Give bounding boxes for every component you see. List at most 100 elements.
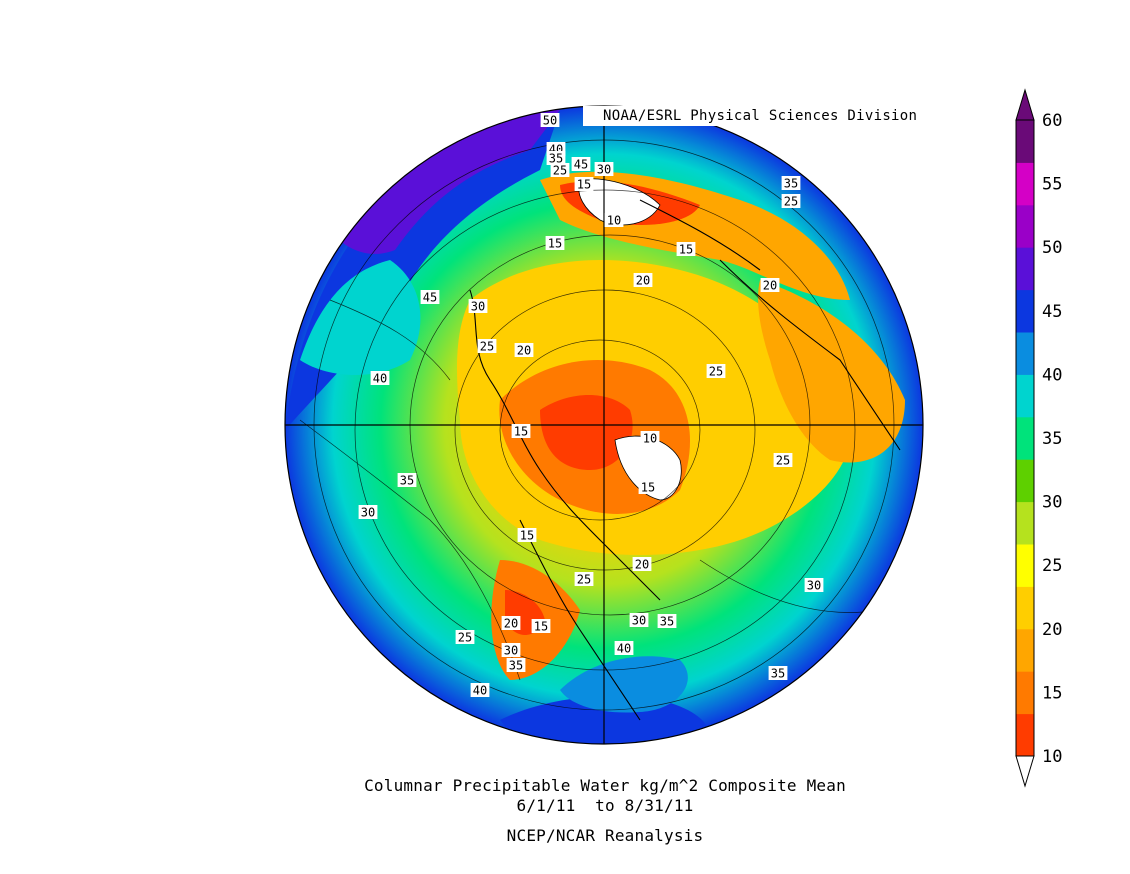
contour-label: 15 [531,619,551,634]
caption-source: NCEP/NCAR Reanalysis [506,826,704,845]
colorbar-band [1016,628,1034,672]
contour-label-text: 25 [480,340,494,354]
contour-label-text: 25 [553,164,567,178]
contour-label-text: 35 [549,152,563,166]
contour-label: 35 [768,666,788,681]
contour-label: 15 [676,242,696,257]
contour-label: 45 [420,290,440,305]
contour-label-text: 25 [458,631,472,645]
colorbar-band [1016,713,1034,757]
colorbar-band [1016,162,1034,206]
contour-label: 15 [517,528,537,543]
colorbar-tick-label: 35 [1042,429,1062,449]
colorbar-band [1016,374,1034,418]
contour-label: 40 [614,641,634,656]
contour-label-text: 10 [607,214,621,228]
contour-label: 45 [571,157,591,172]
contour-label-text: 45 [423,291,437,305]
contour-label-text: 15 [679,243,693,257]
contour-label-text: 25 [577,573,591,587]
colorbar-band [1016,289,1034,333]
colorbar-tick-label: 40 [1042,365,1062,385]
contour-label: 30 [629,613,649,628]
contour-label: 15 [638,480,658,495]
contour-label: 30 [468,299,488,314]
contour-label-text: 35 [400,474,414,488]
contour-label-text: 15 [548,237,562,251]
contour-label-text: 30 [504,644,518,658]
contour-label-text: 15 [534,620,548,634]
colorbar-band [1016,247,1034,291]
contour-label: 20 [514,343,534,358]
contour-label: 35 [546,151,566,166]
contour-label: 50 [540,113,560,128]
contour-label: 30 [804,578,824,593]
map-disc [285,106,923,744]
contour-label-text: 10 [643,432,657,446]
map-axes [285,106,923,744]
colorbar-tick-label: 20 [1042,620,1062,640]
contour-label-text: 30 [597,163,611,177]
contour-label: 35 [781,176,801,191]
contour-label-text: 25 [709,365,723,379]
contour-label-text: 40 [373,372,387,386]
contour-label-text: 50 [543,114,557,128]
colorbar-band [1016,120,1034,163]
contour-label-text: 25 [776,454,790,468]
contour-label-text: 30 [471,300,485,314]
contour-label-text: 30 [632,614,646,628]
contour-label-text: 35 [771,667,785,681]
contour-label-text: 40 [617,642,631,656]
caption-title: Columnar Precipitable Water kg/m^2 Compo… [364,776,846,795]
colorbar-top-arrow [1015,88,1035,121]
contour-label: 15 [574,177,594,192]
colorbar-tick-label: 45 [1042,302,1062,322]
colorbar-band [1016,332,1034,375]
colorbar-tick-label: 25 [1042,556,1062,576]
credit-text: NOAA/ESRL Physical Sciences Division [603,108,918,124]
colorbar-tick-label: 55 [1042,175,1062,195]
colorbar-tick-label: 10 [1042,747,1062,767]
contour-label: 25 [773,453,793,468]
colorbar-band [1016,416,1034,460]
contour-label-text: 35 [509,659,523,673]
contour-label-text: 35 [784,177,798,191]
colorbar-band [1016,671,1034,715]
contour-label-text: 20 [763,279,777,293]
contour-label-text: 15 [514,425,528,439]
contour-label: 20 [501,616,521,631]
colorbar-band [1016,204,1034,248]
colorbar-band [1016,586,1034,630]
contour-label: 30 [501,643,521,658]
contour-label-text: 20 [517,344,531,358]
colorbar-tick-label: 50 [1042,238,1062,258]
contour-label: 25 [477,339,497,354]
credit-box: NOAA/ESRL Physical Sciences Division [583,106,923,126]
colorbar: 10 15 20 25 30 35 40 45 50 55 60 [1015,88,1062,788]
contour-label: 40 [470,683,490,698]
colorbar-tick-label: 60 [1042,111,1062,131]
contour-label-text: 40 [473,684,487,698]
contour-label: 35 [397,473,417,488]
contour-label: 25 [550,163,570,178]
contour-label: 25 [574,572,594,587]
contour-label-text: 20 [635,558,649,572]
contour-label: 10 [640,431,660,446]
contour-label-text: 15 [577,178,591,192]
contour-label-text: 15 [520,529,534,543]
contour-label: 35 [657,614,677,629]
contour-label: 10 [604,213,624,228]
colorbar-band [1016,501,1034,545]
contour-label: 15 [545,236,565,251]
contour-label-text: 30 [361,506,375,520]
colorbar-band [1016,544,1034,587]
colorbar-tick-label: 30 [1042,493,1062,513]
contour-label: 35 [506,658,526,673]
contour-label: 25 [781,194,801,209]
contour-label: 15 [511,424,531,439]
caption-dates: 6/1/11 to 8/31/11 [516,796,694,815]
contour-label: 40 [370,371,390,386]
contour-label-text: 30 [807,579,821,593]
